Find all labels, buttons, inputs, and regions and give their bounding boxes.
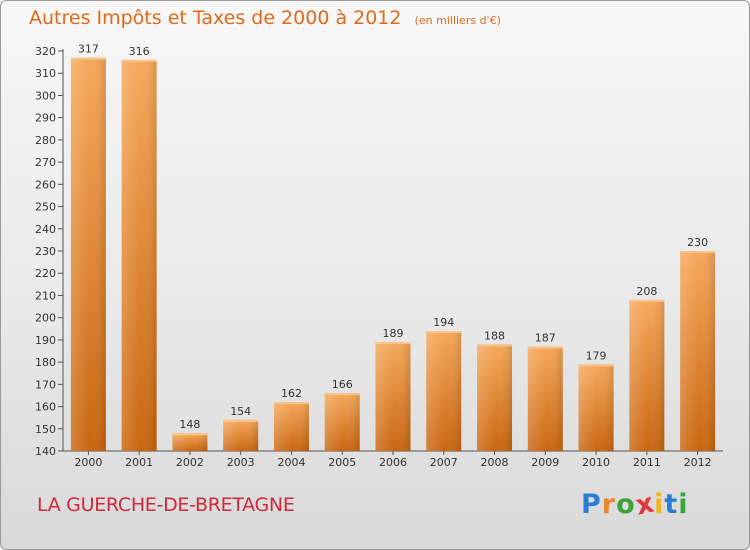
bar-cap-2011 (629, 299, 665, 302)
brand-letter: o (616, 489, 636, 520)
bar-shade-2006 (375, 342, 411, 451)
x-tick-label: 2006 (379, 456, 407, 469)
y-tick-label: 210 (35, 289, 56, 302)
brand-logo: Proxiti (581, 487, 689, 521)
brand-letter: i (654, 489, 665, 520)
x-tick-label: 2000 (74, 456, 102, 469)
y-tick-label: 270 (35, 156, 56, 169)
brand-letter: i (678, 489, 689, 520)
bar-cap-2000 (70, 57, 106, 60)
bar-cap-2009 (527, 346, 563, 349)
bar-cap-2001 (121, 59, 157, 62)
y-tick-label: 300 (35, 89, 56, 102)
y-tick-label: 230 (35, 245, 56, 258)
bar-shade-2005 (324, 393, 360, 451)
x-tick-label: 2010 (582, 456, 610, 469)
y-tick-label: 240 (35, 223, 56, 236)
bar-cap-2012 (680, 251, 716, 253)
data-label: 317 (78, 43, 99, 56)
y-tick-label: 160 (35, 401, 56, 414)
x-tick-label: 2012 (684, 456, 712, 469)
bar-shade-2010 (578, 364, 614, 451)
bar-cap-2007 (426, 331, 462, 333)
data-labels: 317 316 148 154 162 166 189 194 188 187 179 208 230 (78, 43, 708, 432)
bar-shade-2000 (70, 57, 106, 452)
y-tick-label: 140 (35, 445, 56, 458)
data-label: 188 (484, 329, 505, 342)
bar-cap-2008 (477, 344, 513, 347)
y-tick-label: 180 (35, 356, 56, 369)
y-tick-label: 190 (35, 334, 56, 347)
data-label: 166 (332, 378, 353, 391)
bar-shade-2002 (172, 433, 208, 451)
x-tick-label: 2004 (277, 456, 305, 469)
bar-cap-2006 (375, 342, 411, 345)
x-tick-label: 2005 (328, 456, 356, 469)
x-tick-label: 2009 (531, 456, 559, 469)
y-tick-label: 260 (35, 178, 56, 191)
bar-cap-2003 (223, 419, 259, 422)
x-tick-label: 2002 (176, 456, 204, 469)
bar-shade-2004 (273, 402, 309, 451)
data-label: 162 (281, 387, 302, 400)
data-label: 208 (636, 285, 657, 298)
title-row: Autres Impôts et Taxes de 2000 à 2012 (e… (29, 7, 501, 29)
y-tick-label: 320 (35, 45, 56, 58)
bars (70, 57, 716, 452)
data-label: 154 (230, 405, 251, 418)
y-tick-label: 200 (35, 312, 56, 325)
brand-letter: P (581, 489, 602, 520)
bar-shade-2011 (629, 299, 665, 451)
bar-cap-2004 (273, 402, 309, 405)
y-tick-label: 250 (35, 201, 56, 214)
y-tick-label: 170 (35, 378, 56, 391)
chart-subtitle: (en milliers d'€) (414, 14, 501, 27)
x-tick-label: 2001 (125, 456, 153, 469)
x-tick-label: 2007 (430, 456, 458, 469)
bar-cap-2010 (578, 364, 614, 367)
y-tick-label: 310 (35, 67, 56, 80)
data-label: 194 (433, 316, 454, 329)
y-tick-label: 220 (35, 267, 56, 280)
place-name: LA GUERCHE-DE-BRETAGNE (37, 494, 295, 516)
y-tick-label: 280 (35, 134, 56, 147)
data-label: 316 (129, 45, 150, 58)
data-label: 148 (179, 418, 200, 431)
bar-cap-2005 (324, 393, 360, 396)
bar-shade-2003 (223, 419, 259, 451)
y-tick-label: 290 (35, 112, 56, 125)
y-tick-label: 150 (35, 423, 56, 436)
data-label: 230 (687, 236, 708, 249)
bar-shade-2001 (121, 59, 157, 452)
bar-cap-2002 (172, 433, 208, 436)
bar-shade-2012 (680, 251, 716, 451)
brand-letter: r (601, 489, 617, 520)
x-tick-label: 2011 (633, 456, 661, 469)
data-label: 187 (535, 332, 556, 345)
bar-shade-2007 (426, 331, 462, 451)
data-label: 179 (586, 349, 607, 362)
x-tick-label: 2003 (227, 456, 255, 469)
brand-letter: t (664, 489, 679, 520)
chart-title: Autres Impôts et Taxes de 2000 à 2012 (29, 7, 402, 29)
data-label: 189 (383, 327, 404, 340)
bar-shade-2009 (527, 346, 563, 451)
bar-shade-2008 (477, 344, 513, 451)
x-tick-label: 2008 (481, 456, 509, 469)
